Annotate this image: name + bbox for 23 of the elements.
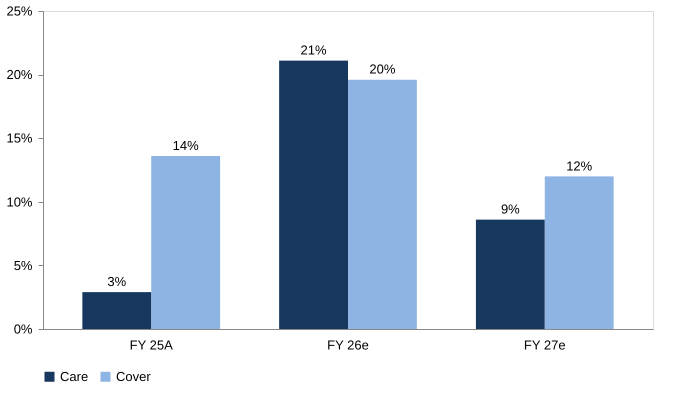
bar xyxy=(151,156,220,329)
x-tick-label: FY 25A xyxy=(130,338,174,352)
bar xyxy=(544,176,614,329)
legend-label: Care xyxy=(60,368,88,384)
y-tick-label: 0% xyxy=(14,322,33,336)
y-tick-label: 15% xyxy=(6,130,33,146)
data-label: 14% xyxy=(172,138,200,154)
bar xyxy=(82,292,152,329)
data-label: 12% xyxy=(566,158,593,174)
y-tick-label: 10% xyxy=(6,194,33,210)
x-tick-label: FY 26e xyxy=(327,338,369,352)
data-label: 3% xyxy=(107,274,127,290)
data-label: 9% xyxy=(500,202,520,217)
bar xyxy=(279,60,348,329)
y-tick-label: 5% xyxy=(14,258,33,273)
x-tick-label: FY 27e xyxy=(524,338,566,352)
legend-label: Cover xyxy=(116,368,152,384)
y-tick-label: 25% xyxy=(6,4,33,18)
data-label: 20% xyxy=(369,62,396,77)
data-label: 21% xyxy=(300,42,328,58)
y-tick-label: 20% xyxy=(6,67,33,82)
bar xyxy=(476,220,545,329)
bar xyxy=(348,80,417,329)
